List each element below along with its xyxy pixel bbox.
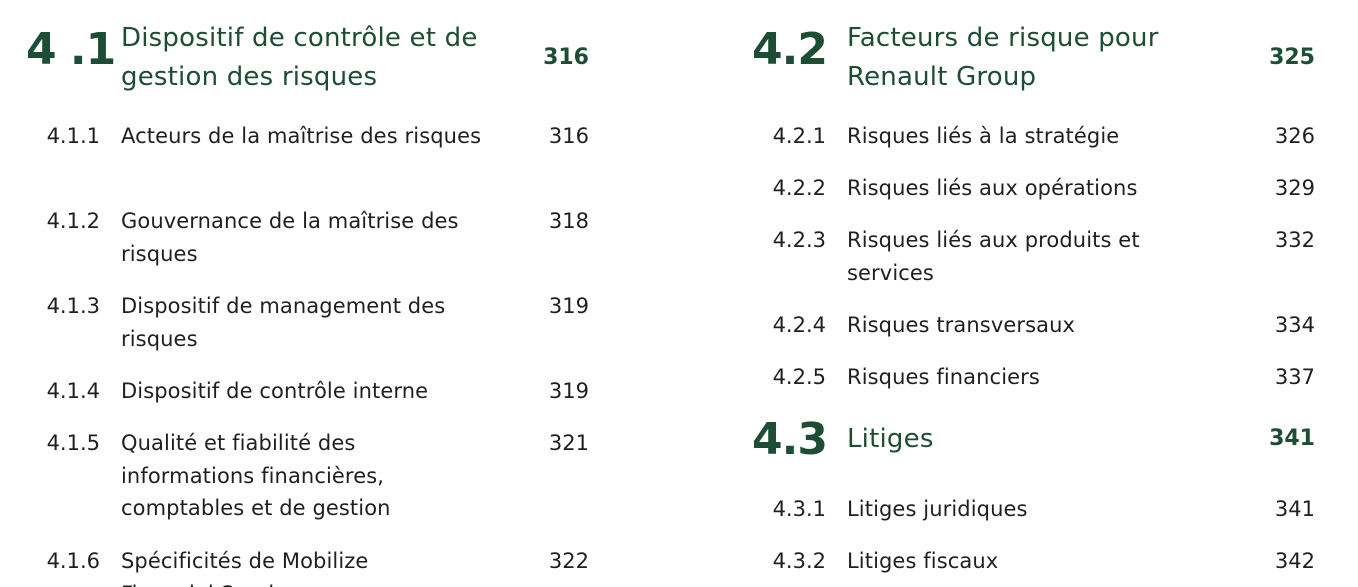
item-page[interactable]: 316 xyxy=(548,124,589,148)
item-page[interactable]: 326 xyxy=(1274,124,1315,148)
item-page[interactable]: 334 xyxy=(1274,313,1315,337)
section-page[interactable]: 341 xyxy=(1269,426,1315,451)
item-title[interactable]: Dispositif de contrôle interne xyxy=(121,379,429,403)
item-page[interactable]: 342 xyxy=(1274,549,1315,573)
item-page[interactable]: 318 xyxy=(548,209,589,233)
item-number: 4.3.2 xyxy=(772,549,826,573)
item-number: 4.2.3 xyxy=(772,228,826,252)
item-title[interactable]: Qualité et fiabilité des informations fi… xyxy=(121,431,391,520)
item-number: 4.1.1 xyxy=(46,124,100,148)
item-title[interactable]: Dispositif de management des risques xyxy=(121,294,446,351)
item-page[interactable]: 341 xyxy=(1274,497,1315,521)
item-title[interactable]: Risques transversaux xyxy=(847,313,1076,337)
item-number: 4.2.4 xyxy=(772,313,826,337)
item-title[interactable]: Gouvernance de la maîtrise des risques xyxy=(121,209,459,266)
item-title[interactable]: Risques financiers xyxy=(847,365,1040,389)
section-number: 4 .1 xyxy=(26,24,116,75)
item-number: 4.1.6 xyxy=(46,549,100,573)
item-number: 4.1.4 xyxy=(46,379,100,403)
item-page[interactable]: 321 xyxy=(548,431,589,455)
item-number: 4.1.2 xyxy=(46,209,100,233)
item-title[interactable]: Risques liés à la stratégie xyxy=(847,124,1120,148)
item-page[interactable]: 337 xyxy=(1274,365,1315,389)
item-page[interactable]: 319 xyxy=(548,379,589,403)
item-number: 4.1.5 xyxy=(46,431,100,455)
section-number: 4.3 xyxy=(752,414,828,465)
section-title[interactable]: Litiges xyxy=(847,424,934,454)
section-title[interactable]: Facteurs de risque pour Renault Group xyxy=(847,23,1159,92)
item-title[interactable]: Acteurs de la maîtrise des risques xyxy=(121,124,482,148)
item-page[interactable]: 319 xyxy=(548,294,589,318)
section-title[interactable]: Dispositif de contrôle et de gestion des… xyxy=(121,23,478,92)
item-title[interactable]: Risques liés aux produits et services xyxy=(847,228,1140,285)
item-page[interactable]: 332 xyxy=(1274,228,1315,252)
item-number: 4.2.2 xyxy=(772,176,826,200)
item-number: 4.3.1 xyxy=(772,497,826,521)
section-page[interactable]: 325 xyxy=(1269,45,1315,70)
section-number: 4.2 xyxy=(752,24,828,75)
item-title[interactable]: Spécificités de Mobilize Financial Servi… xyxy=(121,549,369,587)
item-title[interactable]: Litiges juridiques xyxy=(847,497,1028,521)
item-page[interactable]: 329 xyxy=(1274,176,1315,200)
item-number: 4.1.3 xyxy=(46,294,100,318)
item-page[interactable]: 322 xyxy=(548,549,589,573)
item-title[interactable]: Risques liés aux opérations xyxy=(847,176,1138,200)
item-title[interactable]: Litiges fiscaux xyxy=(847,549,999,573)
item-number: 4.2.1 xyxy=(772,124,826,148)
item-number: 4.2.5 xyxy=(772,365,826,389)
section-page[interactable]: 316 xyxy=(543,45,589,70)
